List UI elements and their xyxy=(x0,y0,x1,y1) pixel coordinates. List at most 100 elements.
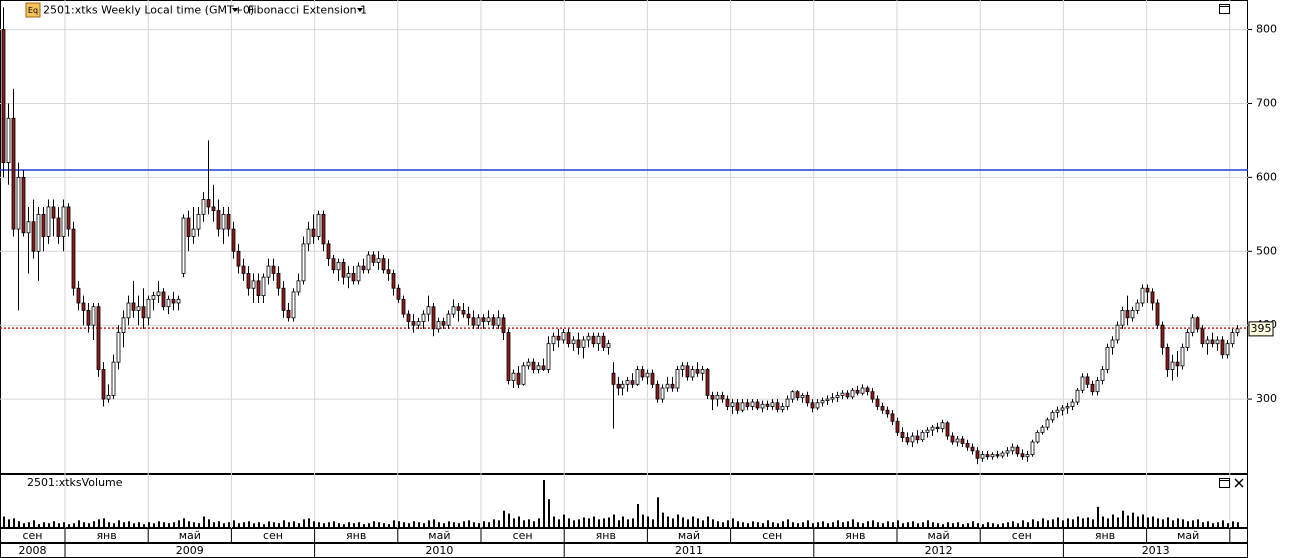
candle-body xyxy=(281,287,286,311)
volume-bar xyxy=(1072,519,1074,528)
candle-body xyxy=(650,372,655,385)
year-label: 2011 xyxy=(675,544,703,557)
close-button[interactable] xyxy=(1234,478,1244,488)
volume-bar xyxy=(1007,522,1009,528)
candle-body xyxy=(141,306,146,319)
volume-bar xyxy=(722,522,724,528)
dropdown-arrow[interactable] xyxy=(232,8,238,12)
candle-body xyxy=(336,261,341,271)
volume-bar xyxy=(413,521,415,528)
y-tick-label: 500 xyxy=(1256,244,1277,257)
candle-body xyxy=(870,391,875,400)
candle-body xyxy=(940,422,945,430)
volume-bar xyxy=(163,522,165,528)
volume-bar xyxy=(1102,516,1104,528)
candle-body xyxy=(261,276,266,297)
candle-body xyxy=(111,361,116,396)
volume-bar xyxy=(238,523,240,528)
volume-bar xyxy=(1082,518,1084,528)
candle-body xyxy=(1040,426,1045,433)
chart-title[interactable]: 2501:xtks Weekly Local time (GMT+0) xyxy=(43,4,254,17)
month-label: янв xyxy=(96,529,116,542)
volume-bar xyxy=(278,523,280,528)
candle-body xyxy=(1030,441,1035,455)
candle-body xyxy=(965,443,970,448)
volume-bar xyxy=(568,518,570,528)
candle-body xyxy=(501,317,506,333)
volume-bar xyxy=(123,522,125,528)
candle-body xyxy=(266,265,271,278)
candle-body xyxy=(995,454,1000,457)
volume-bar xyxy=(18,521,20,528)
candle-body xyxy=(645,372,650,378)
volume-bar xyxy=(987,522,989,528)
candle-body xyxy=(840,392,845,396)
volume-bar xyxy=(158,521,160,528)
maximize-button[interactable] xyxy=(1219,478,1230,488)
candle-body xyxy=(206,199,211,208)
last-price-box xyxy=(1248,321,1274,337)
candle-body xyxy=(516,372,521,385)
candle-body xyxy=(556,335,561,341)
month-label: сен xyxy=(1012,529,1032,542)
candle-body xyxy=(905,437,910,443)
volume-bar xyxy=(268,521,270,528)
candle-body xyxy=(486,317,491,322)
volume-bar xyxy=(53,521,55,528)
volume-bar xyxy=(273,522,275,528)
candle-body xyxy=(1135,302,1140,311)
candle-body xyxy=(1160,324,1165,348)
volume-bar xyxy=(423,523,425,528)
volume-bar xyxy=(1127,515,1129,528)
volume-bar xyxy=(313,521,315,528)
volume-bar xyxy=(642,514,644,528)
candle-body xyxy=(785,398,790,407)
candle-body xyxy=(521,365,526,385)
indicator-label[interactable]: Fibonacci Extension 1 xyxy=(248,4,367,17)
candle-body xyxy=(226,213,231,230)
dropdown-arrow[interactable] xyxy=(357,8,363,12)
volume-bar xyxy=(138,522,140,528)
volume-bar xyxy=(503,510,505,528)
candle-body xyxy=(51,206,56,219)
volume-bar xyxy=(682,517,684,528)
volume-bar xyxy=(792,522,794,528)
candle-body xyxy=(725,398,730,407)
volume-bar xyxy=(1062,520,1064,528)
volume-bar xyxy=(73,523,75,528)
candle-body xyxy=(780,406,785,410)
candle-body xyxy=(176,298,181,304)
maximize-button[interactable] xyxy=(1219,4,1230,14)
candle-body xyxy=(735,402,740,411)
candle-body xyxy=(386,269,391,274)
candle-body xyxy=(376,258,381,263)
candle-body xyxy=(401,298,406,315)
volume-bar xyxy=(558,519,560,528)
candle-body xyxy=(61,206,66,237)
volume-bar xyxy=(827,523,829,528)
volume-bar xyxy=(772,522,774,528)
volume-bar xyxy=(308,518,310,528)
candle-body xyxy=(391,273,396,289)
volume-bar xyxy=(1202,522,1204,528)
candle-body xyxy=(6,117,11,163)
candle-body xyxy=(925,429,930,433)
volume-bar xyxy=(1052,519,1054,528)
candle-body xyxy=(1,29,6,163)
candle-body xyxy=(625,380,630,385)
month-label: сен xyxy=(513,529,533,542)
candle-body xyxy=(1045,419,1050,428)
volume-bar xyxy=(1107,518,1109,528)
candle-body xyxy=(1070,401,1075,407)
volume-bar xyxy=(1057,517,1059,528)
volume-bar xyxy=(842,522,844,528)
candle-body xyxy=(221,213,226,230)
volume-bar xyxy=(598,519,600,528)
icon[interactable] xyxy=(25,2,41,18)
volume-bar xyxy=(263,524,265,528)
volume-bar xyxy=(887,521,889,528)
candle-body xyxy=(211,206,216,212)
month-axis xyxy=(0,528,1248,543)
volume-bar xyxy=(583,517,585,528)
candle-body xyxy=(426,306,431,315)
